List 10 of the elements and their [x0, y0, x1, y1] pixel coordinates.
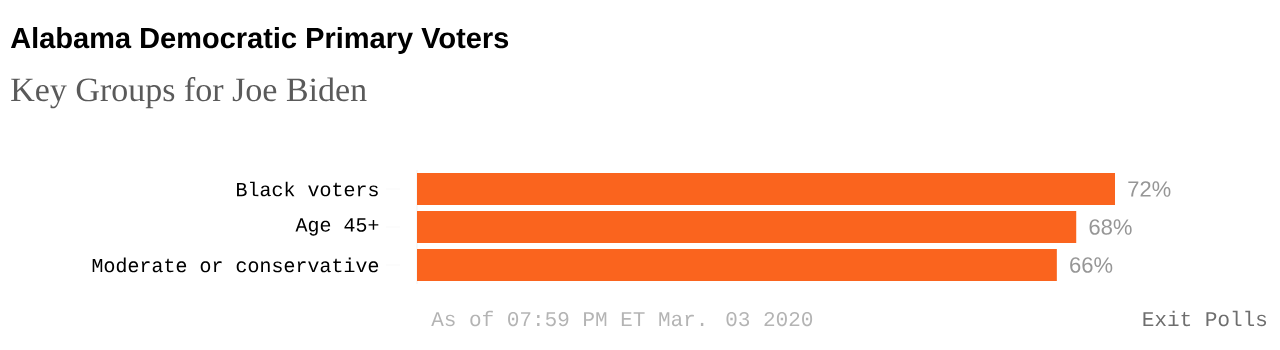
text: As of 07:59 PM ET Mar. 03 2020: [431, 310, 813, 327]
y-tick-label: Black voters: [237, 181, 378, 197]
data-label: 66%: [1070, 257, 1113, 273]
y-tick-label: Moderate or conservative: [92, 257, 379, 273]
chart-title: Alabama Democratic Primary Voters: [10, 26, 509, 55]
data-label: 72%: [1128, 181, 1171, 197]
chart-subtitle: Key Groups for Joe Biden: [11, 77, 367, 109]
data-label: 68%: [1089, 219, 1132, 235]
text: Exit Polls: [1143, 310, 1267, 327]
y-tick-label: Age 45+: [295, 218, 379, 236]
